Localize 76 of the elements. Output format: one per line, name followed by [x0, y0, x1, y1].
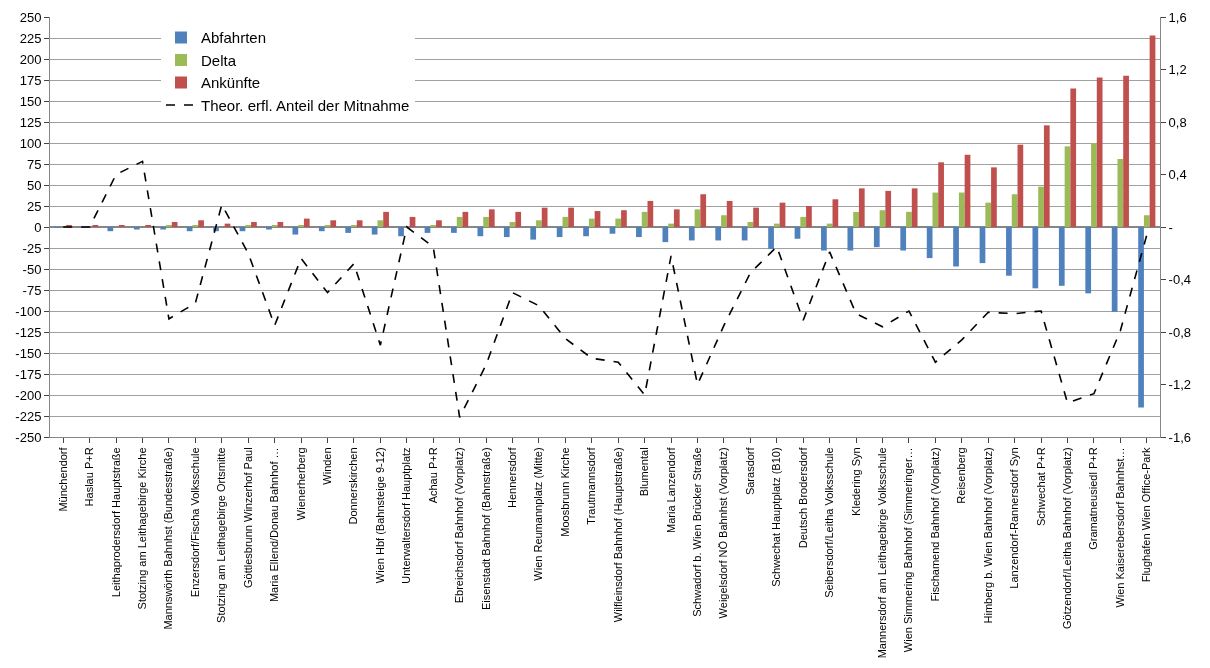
- x-tick-label: Hennersdorf: [506, 446, 519, 508]
- x-tick-label: Wien Reumannplatz (Mitte): [532, 447, 545, 581]
- y2-tick-label: -1,6: [1168, 429, 1192, 445]
- y2-tick-label: -1,2: [1168, 377, 1192, 393]
- y2-tick-label: -: [1168, 219, 1173, 235]
- x-tick-label: Schwechat Hauptplatz (B10): [770, 447, 783, 587]
- x-tick-label: Unterwaltersdorf Hauptplatz: [400, 447, 413, 584]
- x-tick-label: Moosbrunn Kirche: [558, 447, 571, 537]
- x-tick-label: Stotzing am Leithagebirge Ortsmitte: [215, 447, 228, 623]
- x-tick-label: Reisenberg: [955, 447, 968, 504]
- x-tick-label: Münchendorf: [56, 446, 69, 512]
- x-tick-label: Maria Lanzendorf: [664, 446, 677, 534]
- y-tick-label: -125: [15, 324, 42, 340]
- x-tick-label: Fischamend Bahnhof (Vorplatz): [928, 447, 941, 602]
- x-tick-label: Eisenstadt Bahnhof (Bahnstraße): [479, 447, 492, 611]
- y2-tick-label: 0,8: [1168, 114, 1187, 130]
- legend-label: Ankünfte: [201, 74, 261, 92]
- y-tick-label: -75: [22, 282, 42, 298]
- y-tick-label: 50: [26, 177, 42, 193]
- x-tick-label: Sarasdorf: [743, 446, 756, 496]
- y-tick-label: 100: [19, 135, 42, 151]
- x-tick-label: Göttlesbrunn Winzerhof Paul: [241, 447, 254, 589]
- y2-tick-label: -0,8: [1168, 324, 1192, 340]
- x-tick-label: Wien Kaiserebersdorf Bahnhst…: [1113, 447, 1126, 608]
- x-tick-label: Flughafen Wien Office-Park: [1140, 446, 1153, 583]
- x-tick-label: Ebreichsdorf Bahnhof (Vorplatz): [453, 447, 466, 604]
- y-tick-label: 200: [19, 51, 42, 67]
- y-tick-label: -250: [15, 429, 42, 445]
- legend-label: Delta: [201, 51, 237, 69]
- y-tick-label: -50: [22, 261, 42, 277]
- x-tick-label: Schwechat P+R: [1034, 447, 1047, 526]
- x-tick-label: Maria Ellend/Donau Bahnhof …: [268, 447, 281, 603]
- x-tick-label: Achau P+R: [426, 447, 439, 504]
- x-tick-label: Schwadorf b. Wien Brücker Straße: [691, 447, 704, 617]
- x-tick-label: Wien Hbf (Bahnsteige 9-12): [373, 447, 386, 584]
- x-tick-label: Leithaprodersdorf Hauptstraße: [109, 447, 122, 598]
- y-tick-label: -25: [22, 240, 42, 256]
- x-tick-label: Trautmannsdorf: [585, 446, 598, 525]
- x-tick-label: Blumental: [638, 447, 651, 497]
- y2-tick-label: 1,6: [1168, 9, 1187, 25]
- x-tick-label: Weigelsdorf NÖ Bahnhst (Vorplatz): [717, 447, 730, 619]
- x-tick-label: Mannswörth Bahnhst (Bundesstraße): [162, 447, 175, 630]
- x-tick-label: Donnerskirchen: [347, 447, 360, 525]
- x-tick-label: Himberg b. Wien Bahnhof (Vorplatz): [981, 447, 994, 624]
- y2-tick-label: 0,4: [1168, 167, 1187, 183]
- legend-label: Theor. erfl. Anteil der Mitnahme: [201, 96, 410, 114]
- y-tick-label: 175: [19, 72, 42, 88]
- y-tick-label: -150: [15, 345, 42, 361]
- x-tick-label: Seibersdorf/Leitha Volksschule: [823, 447, 836, 598]
- x-tick-label: Stotzing am Leithagebirge Kirche: [136, 447, 149, 610]
- y-tick-label: -225: [15, 408, 42, 424]
- x-tick-label: Wien Simmering Bahnhof (Simmeringer…: [902, 447, 915, 653]
- x-tick-label: Lanzendorf-Rannersdorf Syn: [1008, 447, 1021, 589]
- y-tick-label: 0: [34, 219, 42, 235]
- x-tick-label: Haslau P+R: [83, 447, 96, 507]
- y-tick-label: 225: [19, 30, 42, 46]
- y-tick-label: 25: [26, 198, 42, 214]
- y-tick-label: -100: [15, 303, 42, 319]
- x-tick-label: Gramatneusiedl P+R: [1087, 447, 1100, 550]
- y-tick-label: -200: [15, 387, 42, 403]
- y-tick-label: 75: [26, 156, 42, 172]
- x-tick-label: Enzersdorf/Fischa Volksschule: [188, 447, 201, 598]
- y-tick-label: 150: [19, 93, 42, 109]
- y2-tick-label: 1,2: [1168, 62, 1187, 78]
- y-tick-label: 250: [19, 9, 42, 25]
- y-tick-label: 125: [19, 114, 42, 130]
- x-tick-label: Götzendorf/Leitha Bahnhof (Vorplatz): [1061, 447, 1074, 630]
- x-tick-label: Winden: [321, 447, 334, 485]
- x-tick-label: Kledering Syn: [849, 447, 862, 516]
- x-tick-label: Wilfleinsdorf Bahnhof (Hauptstraße): [611, 447, 624, 623]
- x-tick-label: Wienerherberg: [294, 447, 307, 521]
- y2-tick-label: -0,4: [1168, 272, 1192, 288]
- x-tick-label: Mannersdorf am Leithagebirge Volksschule: [876, 447, 889, 659]
- legend-label: Abfahrten: [201, 29, 267, 47]
- y-tick-label: -175: [15, 366, 42, 382]
- x-tick-label: Deutsch Brodersdorf: [796, 446, 809, 549]
